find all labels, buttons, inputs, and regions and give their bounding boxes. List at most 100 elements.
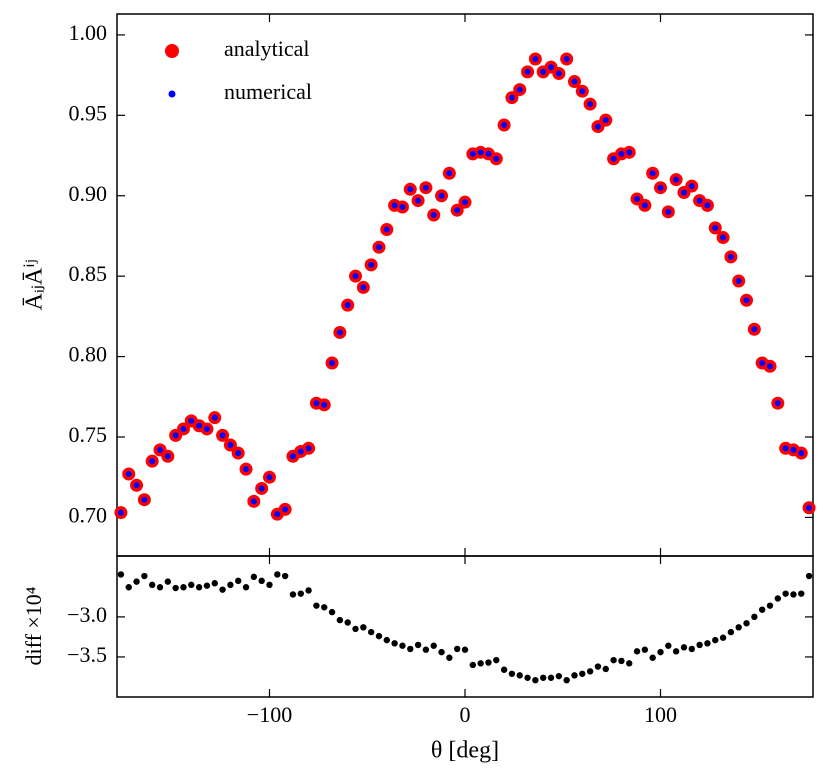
- data-point: [579, 88, 586, 95]
- data-point: [555, 672, 563, 680]
- data-point: [594, 123, 601, 130]
- data-point: [195, 584, 203, 591]
- data-point: [164, 453, 171, 460]
- data-point: [477, 660, 484, 667]
- data-point: [227, 442, 234, 449]
- data-point: [563, 676, 570, 684]
- data-point: [712, 636, 719, 644]
- data-point: [368, 261, 375, 268]
- data-point: [329, 360, 336, 367]
- data-point: [798, 590, 805, 597]
- data-point: [344, 302, 351, 309]
- data-point: [469, 661, 477, 669]
- data-point: [602, 665, 609, 673]
- data-point: [172, 584, 179, 592]
- data-point: [328, 608, 336, 616]
- data-point: [633, 648, 641, 655]
- data-point: [649, 170, 656, 177]
- legend-marker: [165, 44, 179, 58]
- data-point: [626, 149, 633, 156]
- data-point: [641, 202, 648, 209]
- data-point: [117, 571, 125, 578]
- data-point: [219, 432, 226, 439]
- data-point: [446, 654, 453, 661]
- data-point: [774, 400, 781, 407]
- data-point: [305, 587, 312, 594]
- data-point: [266, 474, 273, 481]
- data-point: [258, 577, 265, 585]
- data-point: [524, 674, 531, 681]
- data-point: [289, 591, 297, 598]
- data-point: [735, 624, 742, 631]
- data-point: [501, 121, 508, 128]
- data-point: [297, 448, 304, 455]
- data-point: [751, 326, 758, 333]
- data-point: [594, 663, 602, 670]
- y-tick-label: 1.00: [69, 20, 108, 45]
- data-point: [321, 401, 328, 408]
- data-point: [485, 659, 492, 666]
- data-point: [805, 572, 813, 580]
- data-point: [196, 422, 203, 429]
- data-point: [790, 446, 797, 453]
- data-point: [493, 155, 500, 162]
- data-point: [180, 425, 187, 432]
- data-point: [391, 640, 398, 647]
- data-point: [610, 155, 617, 162]
- data-point: [719, 634, 727, 641]
- data-point: [680, 644, 688, 651]
- data-point: [798, 450, 805, 457]
- data-point: [485, 150, 492, 157]
- data-point: [188, 581, 195, 589]
- data-point: [117, 509, 124, 516]
- data-point: [806, 504, 813, 511]
- data-point: [360, 624, 367, 631]
- data-point: [547, 674, 555, 681]
- data-point: [399, 642, 406, 649]
- data-point: [672, 648, 680, 655]
- data-point: [383, 636, 390, 644]
- data-point: [274, 511, 281, 518]
- data-point: [414, 641, 422, 649]
- data-point: [313, 602, 320, 609]
- data-point: [688, 183, 695, 190]
- data-point: [438, 192, 445, 199]
- data-point: [696, 197, 703, 204]
- data-point: [454, 207, 461, 214]
- data-point: [188, 417, 195, 424]
- data-point: [250, 573, 258, 581]
- data-point: [235, 577, 242, 585]
- data-point: [227, 581, 234, 589]
- data-point: [250, 498, 257, 505]
- data-point: [352, 625, 359, 633]
- data-point: [500, 666, 508, 673]
- legend-label: analytical: [224, 36, 310, 61]
- data-point: [219, 586, 226, 593]
- x-tick-label: 0: [460, 702, 471, 727]
- data-point: [297, 590, 304, 597]
- data-point: [211, 414, 218, 421]
- data-point: [203, 425, 210, 432]
- data-point: [422, 184, 429, 191]
- x-tick-label: 100: [644, 702, 677, 727]
- data-point: [587, 101, 594, 108]
- data-point: [415, 197, 422, 204]
- data-point: [336, 329, 343, 336]
- data-point: [626, 660, 633, 667]
- data-point: [133, 482, 140, 489]
- data-point: [164, 578, 172, 585]
- data-point: [407, 186, 414, 193]
- data-point: [266, 581, 273, 589]
- data-point: [657, 184, 664, 191]
- data-point: [579, 670, 586, 677]
- y-tick-label: 0.95: [69, 100, 108, 125]
- x-axis-label: θ [deg]: [431, 738, 499, 764]
- y-tick-label: 0.70: [69, 502, 108, 527]
- data-point: [242, 584, 250, 591]
- data-point: [125, 470, 132, 477]
- data-point: [712, 224, 719, 231]
- legend-marker: [168, 90, 176, 98]
- data-point: [305, 445, 312, 452]
- data-point: [720, 234, 727, 241]
